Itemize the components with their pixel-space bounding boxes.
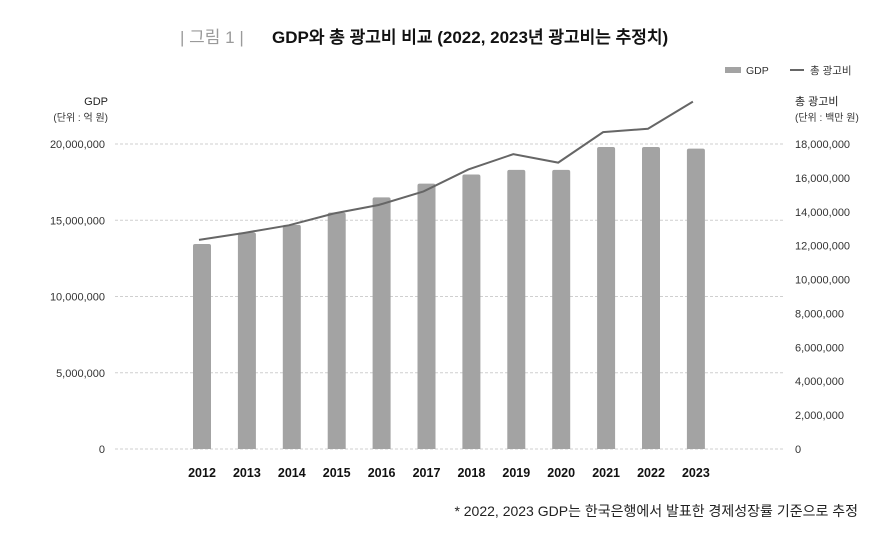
left-tick-label: 20,000,000 xyxy=(50,139,105,151)
right-tick-label: 16,000,000 xyxy=(795,173,850,185)
figure-label: | 그림 1 | xyxy=(180,28,244,47)
bar-gdp-2013 xyxy=(237,232,256,449)
x-tick-label: 2015 xyxy=(323,466,351,480)
x-tick-label: 2022 xyxy=(637,466,665,480)
bar-gdp-2016 xyxy=(372,197,391,449)
bar-gdp-2012 xyxy=(193,244,211,449)
bar-gdp-2014 xyxy=(282,224,301,449)
x-tick-label: 2016 xyxy=(368,466,396,480)
x-tick-label: 2013 xyxy=(233,466,261,480)
left-tick-label: 15,000,000 xyxy=(50,215,105,227)
bar-gdp-2023 xyxy=(686,148,705,449)
right-tick-label: 12,000,000 xyxy=(795,241,850,253)
left-axis-label: GDP xyxy=(84,96,108,108)
x-tick-label: 2014 xyxy=(278,466,306,480)
bar-gdp-2018 xyxy=(462,174,481,449)
right-tick-label: 0 xyxy=(795,444,801,456)
left-axis-unit: (단위 : 억 원) xyxy=(53,111,108,124)
footnote: * 2022, 2023 GDP는 한국은행에서 발표한 경제성장률 기준으로 … xyxy=(454,503,858,519)
x-tick-label: 2021 xyxy=(592,466,620,480)
right-axis-unit: (단위 : 백만 원) xyxy=(795,111,859,124)
left-tick-label: 0 xyxy=(99,444,105,456)
bar-gdp-2022 xyxy=(642,147,660,450)
x-tick-label: 2023 xyxy=(682,466,710,480)
right-tick-label: 18,000,000 xyxy=(795,139,850,151)
right-axis-label: 총 광고비 xyxy=(795,95,839,108)
right-tick-label: 8,000,000 xyxy=(795,308,844,320)
right-tick-label: 4,000,000 xyxy=(795,376,844,388)
bar-gdp-2020 xyxy=(552,169,571,450)
right-tick-label: 10,000,000 xyxy=(795,275,850,287)
bar-gdp-2019 xyxy=(507,169,526,450)
x-tick-label: 2020 xyxy=(547,466,575,480)
bar-gdp-2015 xyxy=(327,212,346,449)
left-tick-label: 5,000,000 xyxy=(56,368,105,380)
right-tick-label: 6,000,000 xyxy=(795,342,844,354)
legend-label-gdp: GDP xyxy=(746,65,769,77)
right-tick-label: 2,000,000 xyxy=(795,410,844,422)
right-tick-label: 14,000,000 xyxy=(795,207,850,219)
x-tick-label: 2019 xyxy=(502,466,530,480)
legend-swatch-gdp xyxy=(725,67,741,73)
chart-title: GDP와 총 광고비 비교 (2022, 2023년 광고비는 추정치) xyxy=(272,28,668,47)
left-tick-label: 10,000,000 xyxy=(50,292,105,304)
bar-gdp-2021 xyxy=(597,147,616,450)
line-ad-spend xyxy=(198,100,694,241)
bar-gdp-2017 xyxy=(417,183,436,449)
x-tick-label: 2017 xyxy=(413,466,441,480)
legend: GDP 총 광고비 xyxy=(725,65,852,77)
x-tick-label: 2018 xyxy=(457,466,485,480)
legend-label-ad: 총 광고비 xyxy=(810,65,852,77)
x-tick-label: 2012 xyxy=(188,466,216,480)
